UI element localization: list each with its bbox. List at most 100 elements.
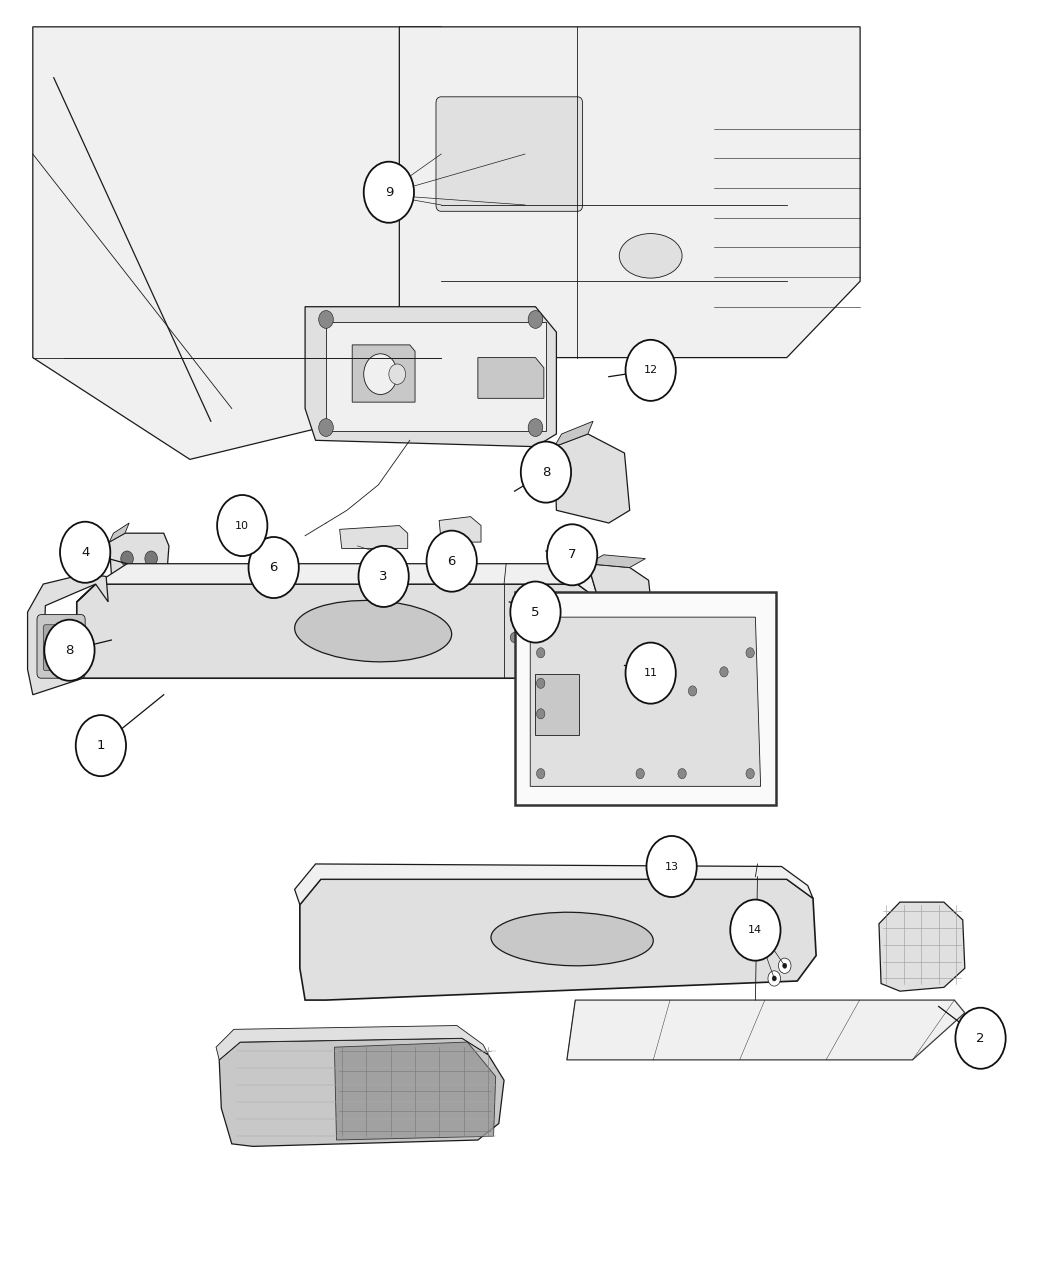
Polygon shape bbox=[554, 434, 630, 523]
Circle shape bbox=[521, 622, 529, 632]
Text: 6: 6 bbox=[447, 555, 456, 567]
Circle shape bbox=[759, 937, 772, 952]
Polygon shape bbox=[33, 27, 441, 459]
Polygon shape bbox=[583, 564, 653, 682]
Text: 8: 8 bbox=[65, 644, 74, 657]
Text: 1: 1 bbox=[97, 740, 105, 752]
Circle shape bbox=[626, 340, 676, 400]
Circle shape bbox=[537, 709, 545, 719]
Circle shape bbox=[956, 1007, 1006, 1068]
Circle shape bbox=[636, 769, 645, 779]
Text: 3: 3 bbox=[379, 570, 387, 583]
Text: 10: 10 bbox=[235, 520, 249, 530]
Polygon shape bbox=[27, 574, 108, 695]
Polygon shape bbox=[530, 617, 760, 787]
Circle shape bbox=[60, 521, 110, 583]
FancyBboxPatch shape bbox=[436, 97, 583, 212]
Circle shape bbox=[510, 632, 519, 643]
Circle shape bbox=[521, 441, 571, 502]
Polygon shape bbox=[306, 307, 556, 446]
Circle shape bbox=[319, 418, 333, 436]
Circle shape bbox=[626, 643, 676, 704]
Text: 5: 5 bbox=[531, 606, 540, 618]
Bar bbox=[536, 674, 580, 736]
Text: 6: 6 bbox=[270, 561, 278, 574]
Polygon shape bbox=[300, 880, 816, 1000]
Circle shape bbox=[537, 678, 545, 689]
Circle shape bbox=[44, 620, 94, 681]
Circle shape bbox=[636, 648, 645, 658]
Bar bbox=[404, 579, 423, 602]
Polygon shape bbox=[334, 1042, 496, 1140]
Circle shape bbox=[647, 836, 697, 898]
Polygon shape bbox=[478, 357, 544, 398]
Circle shape bbox=[528, 311, 543, 329]
Polygon shape bbox=[109, 523, 129, 542]
Circle shape bbox=[276, 553, 289, 569]
FancyBboxPatch shape bbox=[43, 625, 79, 671]
Bar bbox=[514, 592, 776, 806]
Text: 2: 2 bbox=[976, 1031, 985, 1044]
Polygon shape bbox=[439, 516, 481, 542]
Circle shape bbox=[778, 958, 791, 973]
Circle shape bbox=[746, 648, 754, 658]
Ellipse shape bbox=[620, 233, 682, 278]
Circle shape bbox=[537, 769, 545, 779]
Text: 11: 11 bbox=[644, 668, 657, 678]
Polygon shape bbox=[77, 584, 598, 678]
Polygon shape bbox=[339, 525, 407, 548]
Circle shape bbox=[547, 524, 597, 585]
Circle shape bbox=[363, 162, 414, 223]
Text: 13: 13 bbox=[665, 862, 678, 872]
Circle shape bbox=[768, 970, 780, 986]
Circle shape bbox=[510, 581, 561, 643]
Circle shape bbox=[746, 769, 754, 779]
Text: 7: 7 bbox=[568, 548, 576, 561]
Text: 9: 9 bbox=[384, 186, 393, 199]
Circle shape bbox=[689, 686, 697, 696]
Bar bbox=[467, 579, 486, 602]
Circle shape bbox=[772, 975, 776, 980]
Text: 8: 8 bbox=[542, 465, 550, 478]
Circle shape bbox=[363, 353, 397, 394]
Circle shape bbox=[510, 613, 519, 623]
Polygon shape bbox=[399, 27, 860, 357]
Circle shape bbox=[720, 667, 728, 677]
Polygon shape bbox=[327, 323, 546, 431]
Circle shape bbox=[280, 558, 285, 564]
Circle shape bbox=[763, 942, 768, 947]
Polygon shape bbox=[77, 564, 598, 602]
Ellipse shape bbox=[295, 601, 452, 662]
Circle shape bbox=[678, 769, 687, 779]
Circle shape bbox=[358, 546, 408, 607]
Circle shape bbox=[452, 569, 456, 574]
Circle shape bbox=[537, 648, 545, 658]
Ellipse shape bbox=[491, 912, 653, 965]
Polygon shape bbox=[295, 864, 813, 905]
Circle shape bbox=[528, 418, 543, 436]
Circle shape bbox=[217, 495, 268, 556]
Text: 14: 14 bbox=[749, 926, 762, 935]
Polygon shape bbox=[352, 346, 415, 402]
Circle shape bbox=[121, 551, 133, 566]
FancyBboxPatch shape bbox=[37, 615, 85, 678]
Polygon shape bbox=[588, 555, 646, 567]
Circle shape bbox=[319, 311, 333, 329]
Polygon shape bbox=[219, 1038, 504, 1146]
Circle shape bbox=[76, 715, 126, 776]
Circle shape bbox=[782, 963, 786, 968]
Bar bbox=[230, 518, 259, 538]
Circle shape bbox=[447, 564, 460, 579]
Polygon shape bbox=[879, 903, 965, 991]
Text: 12: 12 bbox=[644, 366, 657, 375]
Circle shape bbox=[388, 363, 405, 384]
Circle shape bbox=[145, 551, 158, 566]
Polygon shape bbox=[109, 533, 169, 580]
Polygon shape bbox=[216, 1025, 488, 1060]
Circle shape bbox=[730, 900, 780, 960]
Circle shape bbox=[249, 537, 299, 598]
Text: 4: 4 bbox=[81, 546, 89, 558]
Circle shape bbox=[426, 530, 477, 592]
Polygon shape bbox=[567, 1000, 965, 1060]
Polygon shape bbox=[554, 421, 593, 446]
